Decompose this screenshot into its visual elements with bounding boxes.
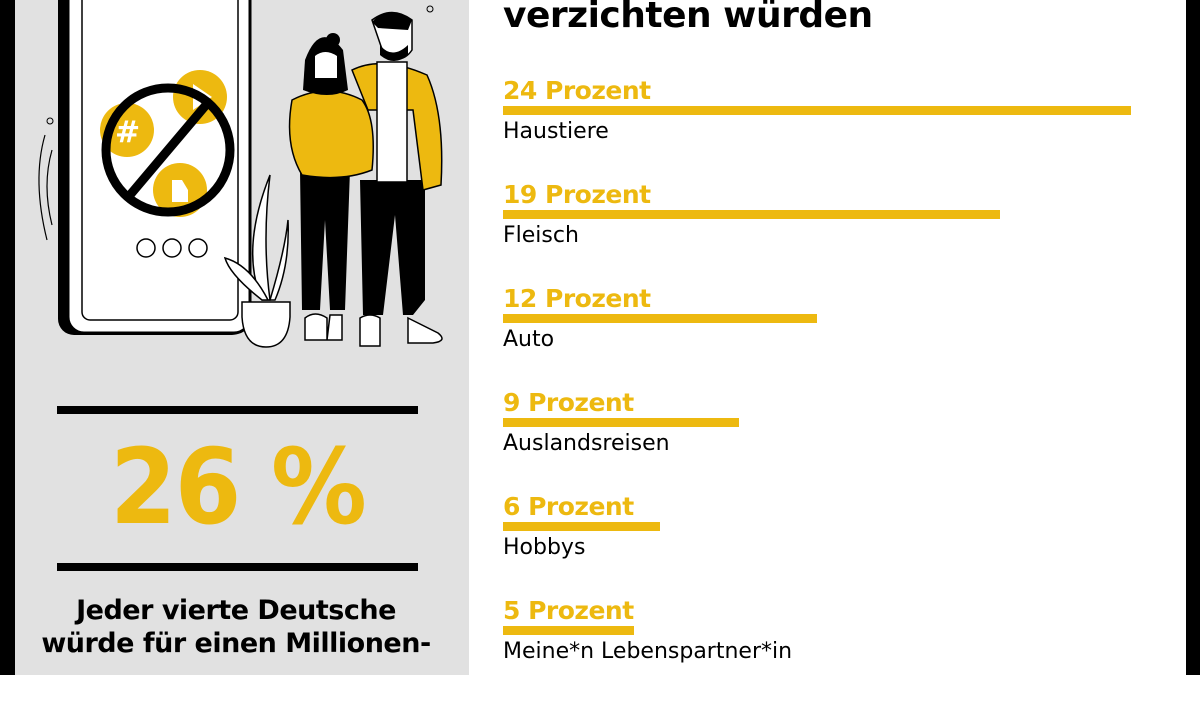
- divider-top: [57, 406, 418, 414]
- bar: [503, 626, 634, 635]
- man-figure: [351, 11, 443, 347]
- bar-value-label: 12 Prozent: [503, 284, 651, 313]
- bar-value-label: 24 Prozent: [503, 76, 651, 105]
- bar-row: 6 Prozent Hobbys: [503, 492, 1163, 608]
- chart-title: verzichten würden: [503, 0, 873, 36]
- bar-value-label: 6 Prozent: [503, 492, 634, 521]
- divider-bottom: [57, 563, 418, 571]
- woman-figure: [288, 33, 374, 341]
- bar: [503, 314, 817, 323]
- plant-icon: [223, 174, 291, 348]
- bar-row: 12 Prozent Auto: [503, 284, 1163, 400]
- illustration-phone-couple: #: [38, 0, 443, 348]
- left-border: [0, 0, 15, 675]
- bar-value-label: 19 Prozent: [503, 180, 651, 209]
- bar-row: 19 Prozent Fleisch: [503, 180, 1163, 296]
- bar: [503, 522, 660, 531]
- bar-row: 9 Prozent Auslandsreisen: [503, 388, 1163, 504]
- stat-description: Jeder vierte Deutsche würde für einen Mi…: [41, 595, 431, 659]
- bar: [503, 418, 739, 427]
- bar-row: 24 Prozent Haustiere: [503, 76, 1163, 192]
- bar-category-label: Meine*n Lebenspartner*in: [503, 639, 793, 664]
- big-stat: 26 %: [110, 426, 367, 548]
- bar-category-label: Haustiere: [503, 119, 609, 144]
- bar-category-label: Auto: [503, 327, 555, 352]
- bar-category-label: Auslandsreisen: [503, 431, 670, 456]
- bar: [503, 210, 1001, 219]
- bar-row: 5 Prozent Meine*n Lebenspartner*in: [503, 596, 1163, 712]
- bar-value-label: 5 Prozent: [503, 596, 634, 625]
- bar: [503, 106, 1131, 115]
- phone-icon: #: [58, 0, 252, 335]
- svg-text:#: #: [115, 115, 140, 150]
- bar-value-label: 9 Prozent: [503, 388, 634, 417]
- bar-category-label: Fleisch: [503, 223, 579, 248]
- right-border: [1186, 0, 1200, 675]
- bar-category-label: Hobbys: [503, 535, 586, 560]
